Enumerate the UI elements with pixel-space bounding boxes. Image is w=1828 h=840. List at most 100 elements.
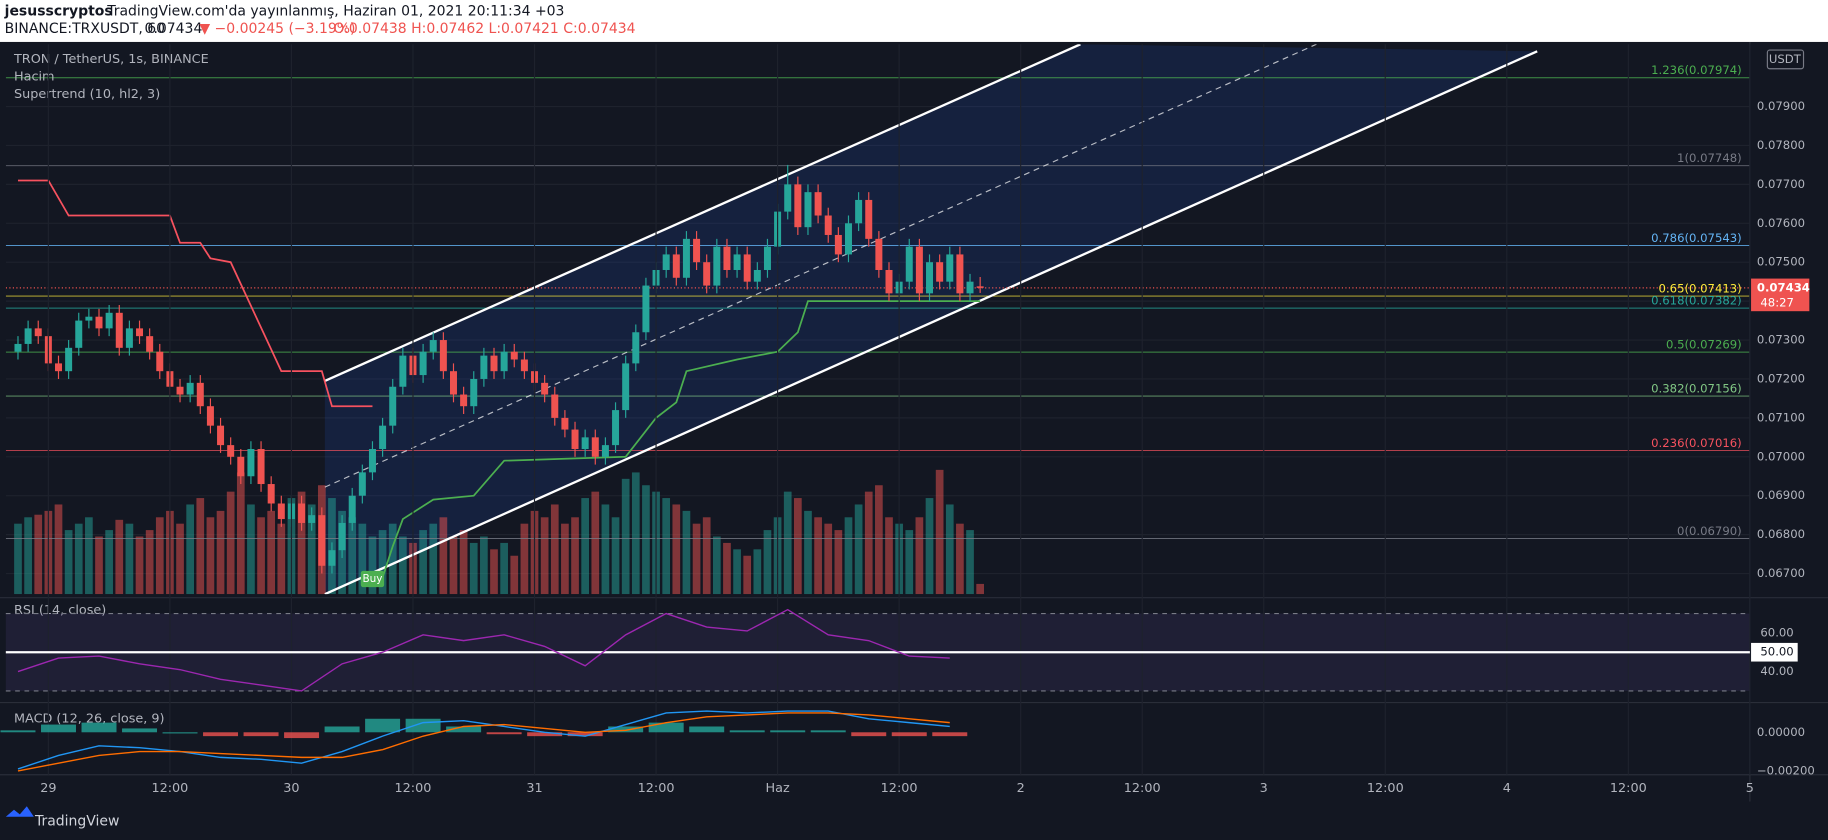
- volume-bar: [854, 504, 863, 595]
- volume-bar: [935, 469, 944, 595]
- candle-body: [926, 262, 934, 294]
- macd-histogram: [486, 732, 522, 735]
- buy-marker: [360, 570, 385, 588]
- macd-histogram: [851, 732, 887, 737]
- macd-histogram: [608, 726, 644, 733]
- rsi-tick-label: 60.00: [1760, 625, 1793, 639]
- candle-body: [490, 355, 498, 372]
- macd-histogram: [729, 730, 765, 733]
- y-tick-label: 0.07600: [1757, 216, 1805, 230]
- volume-bar: [206, 517, 215, 595]
- candle-body: [622, 363, 630, 411]
- volume-bar: [783, 491, 792, 595]
- candle-body: [551, 394, 559, 418]
- y-tick-label: 0.07500: [1757, 255, 1805, 269]
- header-bar: [0, 0, 1828, 42]
- candle-body: [581, 437, 589, 450]
- volume-bar: [743, 555, 752, 595]
- candle-body: [247, 449, 255, 477]
- candle-body: [855, 199, 863, 224]
- volume-bar: [267, 510, 276, 595]
- macd-histogram: [891, 732, 927, 737]
- volume-bar: [95, 536, 103, 595]
- y-tick-label: 0.07900: [1757, 99, 1805, 113]
- candle-body: [277, 503, 285, 520]
- volume-bar: [34, 514, 43, 595]
- candle-body: [733, 254, 741, 270]
- candle-body: [14, 343, 22, 352]
- candle-body: [824, 215, 832, 235]
- candle-body: [206, 406, 214, 426]
- volume-bar: [449, 536, 458, 595]
- currency-box: [1766, 49, 1805, 70]
- volume-bar: [966, 530, 974, 595]
- candle-body: [753, 269, 761, 282]
- volume-bar: [196, 498, 205, 595]
- symbol: BINANCE:TRXUSDT, 60: [5, 21, 165, 37]
- main-pane: [5, 44, 1750, 595]
- legend-macd: MACD (12, 26, close, 9): [14, 711, 165, 726]
- volume-bar: [834, 530, 843, 595]
- x-tick-label: 5: [1746, 781, 1754, 796]
- volume-bar: [814, 517, 822, 595]
- volume-bar: [682, 510, 691, 595]
- macd-histogram: [203, 732, 239, 737]
- logo: [5, 806, 34, 817]
- candle-body: [703, 262, 711, 286]
- candle-body: [419, 351, 427, 376]
- price: 0.07434: [145, 21, 203, 37]
- volume-bar: [378, 530, 387, 595]
- volume-bar: [176, 523, 184, 595]
- volume-bar: [621, 478, 630, 595]
- volume-bar: [358, 523, 367, 595]
- candle-body: [75, 320, 83, 348]
- candle-body: [318, 515, 326, 566]
- channel-line: [324, 50, 1538, 595]
- volume-bar: [155, 517, 164, 595]
- macd-histogram: [689, 726, 725, 733]
- volume-bar: [135, 536, 144, 595]
- candle-body: [338, 522, 346, 551]
- volume-bar: [399, 536, 407, 595]
- candle-body: [328, 550, 336, 566]
- fib-label: 1(0.07748): [1677, 151, 1742, 165]
- fib-label: 0.382(0.07156): [1651, 382, 1742, 396]
- candle-body: [865, 199, 873, 239]
- last-price-box: [1751, 278, 1810, 312]
- volume-bar: [885, 517, 893, 595]
- volume-bar: [216, 510, 225, 595]
- volume-bar: [257, 517, 265, 595]
- candle-body: [743, 254, 751, 282]
- candle-body: [713, 246, 721, 286]
- candle-body: [946, 254, 954, 282]
- candle-body: [65, 347, 73, 372]
- rsi-tick-label: 40.00: [1760, 664, 1793, 678]
- volume-bar: [733, 549, 741, 595]
- volume-bar: [469, 542, 478, 595]
- volume-bar: [875, 485, 883, 595]
- candle-body: [460, 394, 468, 407]
- rsi-tick-label: 50.00: [1760, 645, 1793, 659]
- legend-rsi: RSI (14, close): [14, 603, 106, 618]
- currency: USDT: [1769, 52, 1802, 66]
- volume-bar: [642, 485, 650, 595]
- volume-bar: [64, 530, 73, 595]
- y-tick-label: 0.07000: [1757, 449, 1805, 463]
- volume-bar: [419, 530, 427, 595]
- candle-body: [105, 312, 113, 329]
- candle-body: [763, 246, 771, 270]
- volume-bar: [226, 491, 235, 595]
- macd-histogram: [122, 728, 158, 733]
- candle-body: [612, 410, 620, 446]
- y-tick-label: 0.06700: [1757, 566, 1805, 580]
- volume-bar: [550, 504, 559, 595]
- volume-bar: [490, 549, 498, 595]
- volume-bar: [14, 523, 22, 595]
- candle-body: [308, 515, 316, 523]
- volume-bar: [692, 523, 701, 595]
- candle-body: [956, 254, 964, 294]
- volume-bar: [844, 517, 853, 595]
- candle-body: [885, 269, 893, 294]
